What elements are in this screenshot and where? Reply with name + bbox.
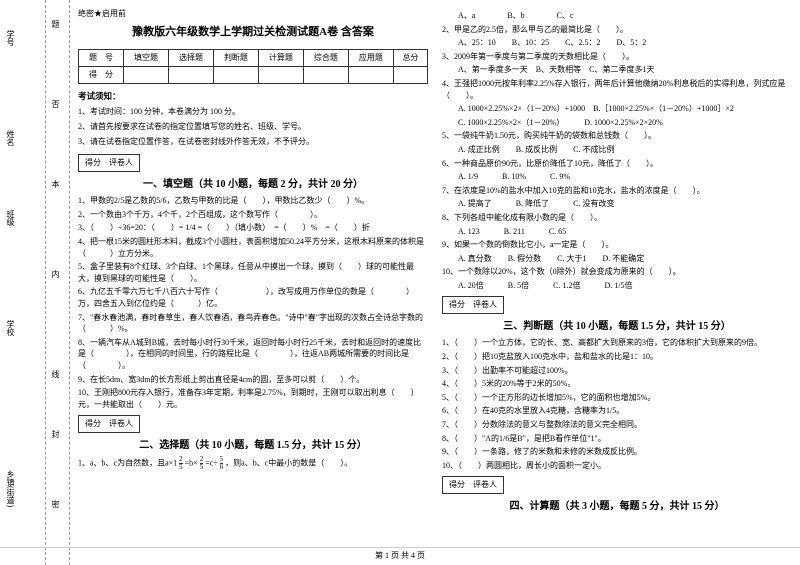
question: 1、甲数的2/5是乙数的5/6，乙数与甲数的比是（ ），甲数比乙数少（ ）%。: [78, 195, 428, 207]
question: 3、2009年第一季度与第二季度的天数相比是（ ）。: [442, 51, 792, 63]
td[interactable]: [393, 66, 427, 83]
td[interactable]: [213, 66, 258, 83]
question: 8、（ ）"A的1/6是B"，是把B看作单位"1"。: [442, 433, 792, 445]
question: 10、王刚把800元存入银行，准备存3年定期，利率是2.75%，到期时，王刚可以…: [78, 387, 428, 410]
side-mark: 封: [50, 430, 61, 438]
table-row: 得 分: [79, 66, 428, 83]
side-mark: 本: [50, 180, 61, 188]
right-column: A、a B、b C、c 2、甲是乙的2.5倍，那么甲与乙的最简比是（ ）。 A、…: [442, 8, 792, 517]
question: 7、（ ）分数除法的意义与整数除法的意义完全相同。: [442, 419, 792, 431]
question: 6、（ ）在40克的水里放入4克糖，含糖率为1/5。: [442, 405, 792, 417]
question: 9、如果一个数的倒数比它小，a一定是（ ）。: [442, 239, 792, 251]
question: 6、九亿五千零六万七千八百六十写作（ ），改写成用万作单位的数是（ ）万，四舍五…: [78, 286, 428, 309]
options: A、第一季度多一天 B、天数相等 C、第二季度多1天: [442, 64, 792, 76]
question: 9、（ ）一条路，修了的米数和未修的米数成反比例。: [442, 446, 792, 458]
question: 8、下列各组中能化成有限小数的是（ ）。: [442, 212, 792, 224]
th: 应用题: [348, 49, 393, 66]
options: C. 1000×2.25%×2×（1－20%） D. 1000×2.25%×2×…: [442, 117, 792, 129]
th: 题 号: [79, 49, 124, 66]
fraction: 25: [200, 456, 204, 471]
fraction: 25: [179, 456, 183, 471]
q-text: =b×: [185, 459, 198, 468]
question: 4、王强把1000元按年利率2.25%存入银行，两年后计算他缴纳20%利息税后的…: [442, 78, 792, 101]
th: 填空题: [123, 49, 168, 66]
label-name: 姓名: [5, 130, 16, 146]
question: 4、（ ）5米的20%等于2米的50%。: [442, 378, 792, 390]
th: 综合题: [303, 49, 348, 66]
notice-header: 考试须知：: [78, 90, 428, 103]
label-id: 学号: [5, 30, 16, 46]
notice: 2、请首先按要求在试卷的指定位置填写您的姓名、班级、学号。: [78, 121, 428, 133]
question: 5、一袋纯牛奶1.50元，购买纯牛奶的袋数和总钱数（ ）。: [442, 130, 792, 142]
score-table: 题 号 填空题 选择题 判断题 计算题 综合题 应用题 总分 得 分: [78, 49, 428, 84]
question: 10、一个数除以20%，这个数（0除外）就会变成为原来的（ ）。: [442, 266, 792, 278]
page-content: 绝密★启用前 豫教版六年级数学上学期过关检测试题A卷 含答案 题 号 填空题 选…: [78, 8, 792, 517]
options: A、a B、b C、c: [442, 10, 792, 22]
notice: 3、请在试卷指定位置作答，在试卷密封线外作答无效，不予评分。: [78, 136, 428, 148]
label-class: 班级: [5, 210, 16, 226]
question: 3、（ ）出勤率不可能超过100%。: [442, 365, 792, 377]
question: 5、盒子里装有8个红球、3个白球、1个黑球，任意从中摸出一个球，摸到（ ）球的可…: [78, 261, 428, 284]
fraction: 56: [220, 456, 224, 471]
question: 7、"春水春池满，春时春草生，春人饮春酒，春鸟弄春色。"诗中"春"字出现的次数占…: [78, 312, 428, 335]
notice: 1、考试时间：100 分钟，本卷满分为 100 分。: [78, 106, 428, 118]
section-1-header: 一、填空题（共 10 小题，每题 2 分，共计 20 分）: [78, 177, 428, 192]
fold-line: [45, 0, 46, 565]
eval-box: 得分 评卷人: [442, 296, 504, 314]
left-column: 绝密★启用前 豫教版六年级数学上学期过关检测试题A卷 含答案 题 号 填空题 选…: [78, 8, 428, 517]
question: 6、一种商品原价90元，比原价降低了10元，降低了（ ）。: [442, 158, 792, 170]
th: 计算题: [258, 49, 303, 66]
table-row: 题 号 填空题 选择题 判断题 计算题 综合题 应用题 总分: [79, 49, 428, 66]
q-text: ，则a、b、c中最小的数是（ ）。: [225, 459, 352, 468]
question: 2、（ ）把10克盐放入100克水中，盐和盐水的比是1：10。: [442, 351, 792, 363]
label-school: 学校: [5, 320, 16, 336]
question: 8、一辆汽车从A城到B城，去时每小时行30千米，返回时每小时行25千米，去时和返…: [78, 337, 428, 372]
options: A. 1000×2.25%×2×（1－20%）+1000 B.［1000×2.2…: [442, 103, 792, 115]
q-text: 1、a、b、c为自然数，且a×1: [78, 459, 177, 468]
td[interactable]: [123, 66, 168, 83]
question: 10、（ ）两圆相比，周长小的面积一定小。: [442, 460, 792, 472]
th: 判断题: [213, 49, 258, 66]
question: 3、（ ）÷36=20：（ ）= 1/4 =（ ）（填小数） =（ ）% =（ …: [78, 222, 428, 234]
th: 总分: [393, 49, 427, 66]
page-footer: 第 1 页 共 4 页: [0, 547, 800, 561]
label-town: 乡镇(街道): [5, 470, 16, 507]
question: 2、一个数由3个千万，4个千，2个百组成，这个数写作（ ）。: [78, 209, 428, 221]
eval-box: 得分 评卷人: [78, 415, 140, 433]
side-mark: 否: [50, 100, 61, 108]
section-2-header: 二、选择题（共 10 小题，每题 1.5 分，共计 15 分）: [78, 438, 428, 453]
question: 5、（ ）一个正方形的边长增加5%，它的面积也增加5%。: [442, 392, 792, 404]
question: 4、把一根15米的圆柱形木料，截成3个小圆柱，表面积增加50.24平方分米，这根…: [78, 236, 428, 259]
th: 选择题: [168, 49, 213, 66]
eval-box: 得分 评卷人: [78, 154, 140, 172]
question: 9、在长5dm、宽3dm的长方形纸上剪出直径是4cm的圆，至多可以剪（ ）个。: [78, 374, 428, 386]
exam-title: 豫教版六年级数学上学期过关检测试题A卷 含答案: [78, 24, 428, 41]
td[interactable]: [303, 66, 348, 83]
td[interactable]: [168, 66, 213, 83]
section-4-header: 四、计算题（共 3 小题，每题 5 分，共计 15 分）: [442, 499, 792, 514]
td[interactable]: [258, 66, 303, 83]
question: 1、（ ）一个立方体，它的长、宽、高都扩大到原来的3倍，它的体积扩大到原来的9倍…: [442, 337, 792, 349]
section-3-header: 三、判断题（共 10 小题，每题 1.5 分，共计 15 分）: [442, 319, 792, 334]
side-mark: 线: [50, 370, 61, 378]
options: A. 20倍 B. 5倍 C. 1.2倍 D. 1/5倍: [442, 280, 792, 292]
question: 7、在浓度是10%的盐水中加入10克的盐和10克水，盐水的浓度是（ ）。: [442, 185, 792, 197]
options: A. 提高了 B. 降低了 C. 没有改变: [442, 198, 792, 210]
q-text: =c÷: [205, 459, 217, 468]
options: A. 真分数 B. 假分数 C. 大于1 D. 不能确定: [442, 253, 792, 265]
side-mark: 内: [50, 270, 61, 278]
td: 得 分: [79, 66, 124, 83]
binding-sidebar: 题 学号 否 姓名 本 班级 内 学校 线 封 乡镇(街道) 密: [0, 0, 70, 565]
options: A. 123 B. 211 C. 65: [442, 226, 792, 238]
side-mark: 题: [50, 20, 61, 28]
td[interactable]: [348, 66, 393, 83]
question: 1、a、b、c为自然数，且a×1 25 =b× 25 =c÷ 56 ，则a、b、…: [78, 456, 428, 471]
options: A. 1/9 B. 10% C. 9%: [442, 171, 792, 183]
options: A. 成正比例 B. 成反比例 C. 不成比例: [442, 144, 792, 156]
question: 2、甲是乙的2.5倍，那么甲与乙的最简比是（ ）。: [442, 24, 792, 36]
eval-box: 得分 评卷人: [442, 476, 504, 494]
options: A、25：10 B、10：25 C、2.5：2 D、5：2: [442, 37, 792, 49]
confidential-mark: 绝密★启用前: [78, 8, 428, 20]
side-mark: 密: [50, 500, 61, 508]
